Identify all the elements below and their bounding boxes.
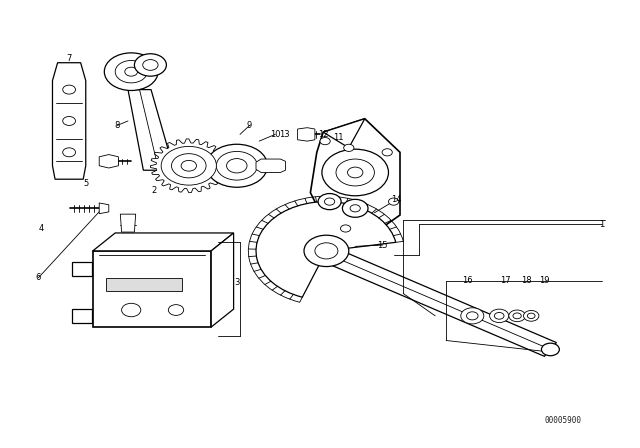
Polygon shape bbox=[72, 262, 92, 276]
Text: 11: 11 bbox=[333, 133, 343, 142]
Text: 16: 16 bbox=[462, 276, 472, 285]
Polygon shape bbox=[310, 119, 400, 237]
Text: 15: 15 bbox=[378, 241, 388, 250]
Circle shape bbox=[382, 149, 392, 156]
Text: 13: 13 bbox=[280, 130, 290, 139]
Circle shape bbox=[181, 160, 196, 171]
Text: 9: 9 bbox=[247, 121, 252, 130]
Circle shape bbox=[134, 54, 166, 76]
Text: 19: 19 bbox=[540, 276, 550, 285]
Polygon shape bbox=[150, 139, 227, 193]
Circle shape bbox=[63, 148, 76, 157]
Text: 18: 18 bbox=[521, 276, 531, 285]
Circle shape bbox=[318, 194, 341, 210]
Circle shape bbox=[322, 149, 388, 196]
Text: 12: 12 bbox=[318, 130, 328, 139]
Text: 17: 17 bbox=[500, 276, 511, 285]
Polygon shape bbox=[298, 128, 315, 141]
Circle shape bbox=[513, 313, 521, 319]
Circle shape bbox=[227, 159, 247, 173]
Circle shape bbox=[320, 138, 330, 145]
Circle shape bbox=[216, 151, 257, 180]
Text: 4: 4 bbox=[39, 224, 44, 233]
Text: 7: 7 bbox=[67, 54, 72, 63]
Text: 6: 6 bbox=[36, 273, 41, 282]
Circle shape bbox=[461, 308, 484, 324]
Polygon shape bbox=[256, 159, 285, 172]
Circle shape bbox=[143, 60, 158, 70]
Circle shape bbox=[104, 53, 158, 90]
Text: 1: 1 bbox=[599, 220, 604, 228]
Circle shape bbox=[122, 303, 141, 317]
Circle shape bbox=[342, 199, 368, 217]
Circle shape bbox=[388, 198, 399, 205]
Text: 2: 2 bbox=[151, 186, 156, 195]
Circle shape bbox=[125, 67, 138, 76]
Polygon shape bbox=[128, 90, 174, 170]
Text: 00005900: 00005900 bbox=[545, 416, 582, 425]
Circle shape bbox=[206, 144, 268, 187]
Circle shape bbox=[340, 225, 351, 232]
Circle shape bbox=[304, 235, 349, 267]
Circle shape bbox=[490, 309, 509, 323]
Circle shape bbox=[336, 159, 374, 186]
Wedge shape bbox=[256, 202, 396, 297]
Text: 14: 14 bbox=[392, 195, 402, 204]
Circle shape bbox=[541, 343, 559, 356]
Polygon shape bbox=[211, 233, 234, 327]
Circle shape bbox=[115, 60, 147, 83]
Polygon shape bbox=[106, 278, 182, 291]
Circle shape bbox=[344, 144, 354, 151]
Circle shape bbox=[172, 154, 206, 178]
Text: 8: 8 bbox=[115, 121, 120, 130]
Text: 10: 10 bbox=[270, 130, 280, 139]
Polygon shape bbox=[314, 244, 556, 356]
Circle shape bbox=[348, 167, 363, 178]
Circle shape bbox=[63, 116, 76, 125]
Circle shape bbox=[315, 243, 338, 259]
Polygon shape bbox=[323, 119, 365, 148]
Circle shape bbox=[161, 146, 216, 185]
Circle shape bbox=[350, 205, 360, 212]
Circle shape bbox=[495, 313, 504, 319]
Text: 3: 3 bbox=[234, 278, 239, 287]
Circle shape bbox=[524, 310, 539, 321]
Circle shape bbox=[509, 310, 525, 322]
Polygon shape bbox=[93, 233, 234, 251]
Polygon shape bbox=[99, 203, 109, 214]
Circle shape bbox=[527, 313, 535, 319]
Circle shape bbox=[168, 305, 184, 315]
Polygon shape bbox=[120, 214, 136, 232]
Polygon shape bbox=[93, 251, 211, 327]
Circle shape bbox=[63, 85, 76, 94]
Circle shape bbox=[467, 312, 478, 320]
Polygon shape bbox=[99, 155, 118, 168]
Circle shape bbox=[324, 198, 335, 205]
Polygon shape bbox=[72, 309, 92, 323]
Polygon shape bbox=[52, 63, 86, 179]
Text: 5: 5 bbox=[84, 179, 89, 188]
